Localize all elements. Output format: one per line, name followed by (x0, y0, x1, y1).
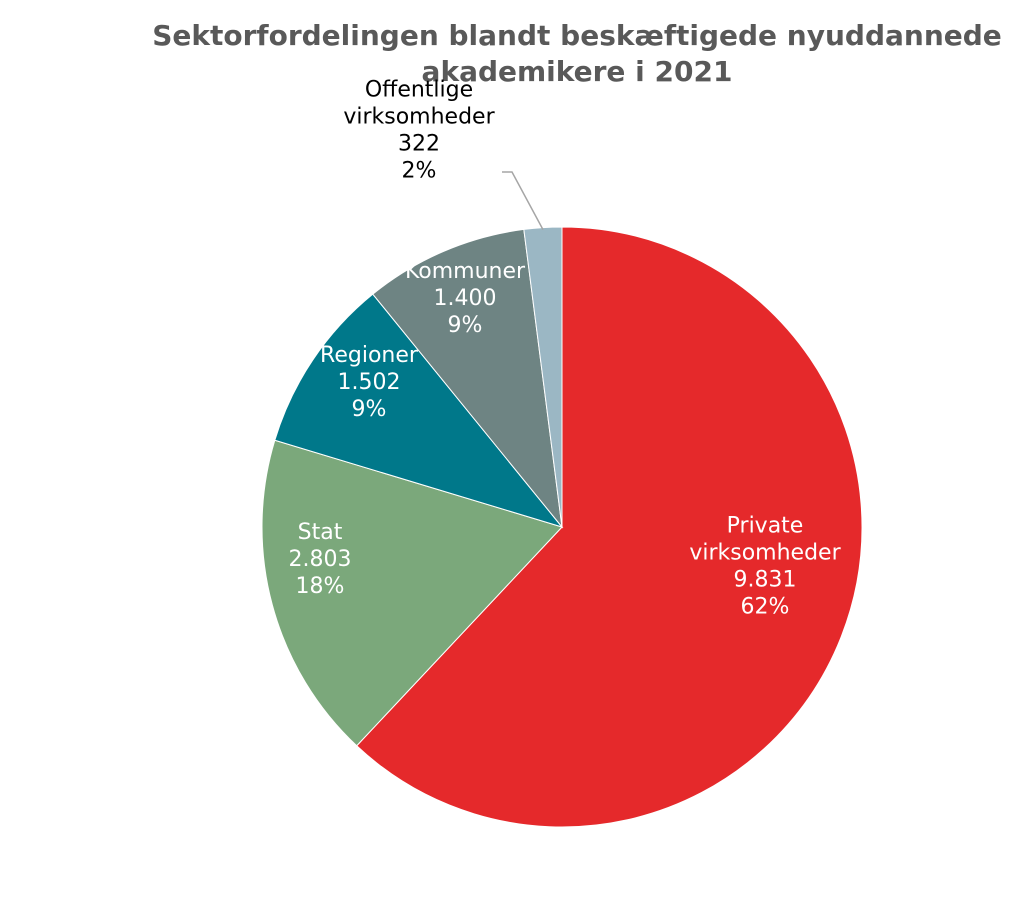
slice-label-0: Private virksomheder 9.831 62% (689, 514, 841, 620)
slice-label-3-name: Kommuner (405, 259, 526, 284)
slice-label-2-value: 1.502 (338, 370, 401, 395)
slice-label-4: Offentlige virksomheder 322 2% (343, 78, 495, 184)
pie-slice-3 (372, 228, 563, 529)
slice-label-2-percent: 9% (352, 397, 387, 422)
slice-label-1: Stat 2.803 18% (289, 520, 352, 599)
slice-label-1-percent: 18% (296, 574, 345, 599)
slice-label-2-name: Regioner (320, 343, 419, 368)
pie-slice-1 (261, 439, 563, 747)
pie-slice-0 (356, 226, 863, 828)
chart-title: Sektorfordelingen blandt beskæftigede ny… (0, 18, 1024, 90)
slice-label-0-value: 9.831 (734, 568, 797, 593)
pie-slice-2 (274, 293, 564, 528)
slice-label-2: Regioner 1.502 9% (320, 343, 419, 422)
slice-label-4-name: Offentlige (365, 78, 473, 103)
chart-title-line-1: Sektorfordelingen blandt beskæftigede ny… (152, 19, 1002, 52)
slice-label-3-value: 1.400 (434, 286, 497, 311)
slice-label-0-name: virksomheder (689, 541, 841, 566)
pie-slice-4 (523, 226, 563, 528)
slice-label-0-percent: 62% (741, 595, 790, 620)
slice-label-3: Kommuner 1.400 9% (405, 259, 526, 338)
slice-label-1-value: 2.803 (289, 547, 352, 572)
slice-label-4-name: virksomheder (343, 105, 495, 130)
slice-label-0-name: Private (727, 514, 804, 539)
leader-line-4 (502, 171, 544, 230)
slice-label-3-percent: 9% (448, 313, 483, 338)
slice-label-4-percent: 2% (402, 159, 437, 184)
chart-title-line-2: akademikere i 2021 (421, 55, 733, 88)
slice-label-1-name: Stat (298, 520, 343, 545)
slice-label-4-value: 322 (398, 132, 440, 157)
